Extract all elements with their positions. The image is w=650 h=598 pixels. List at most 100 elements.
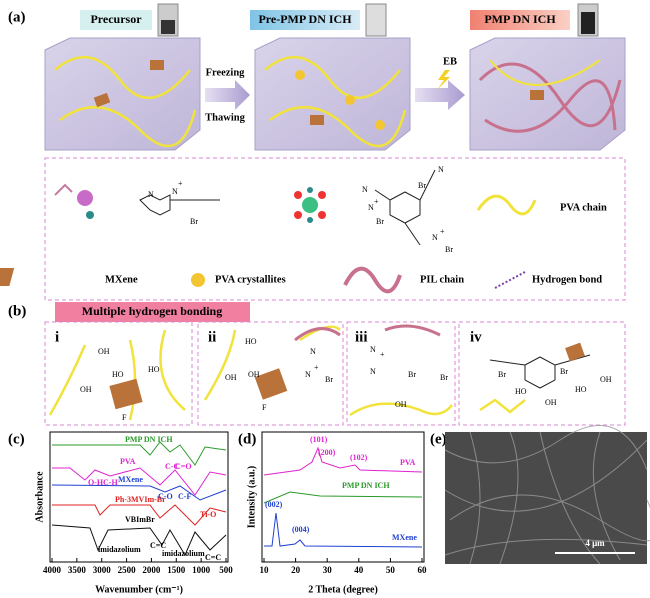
subpanel-label: iv (470, 329, 482, 345)
shape (365, 3, 387, 37)
x-tick-label: 3000 (93, 565, 112, 575)
shape (263, 446, 423, 476)
annotation: C=O (175, 462, 192, 471)
lightning (437, 70, 450, 90)
chem-label: OH (98, 347, 110, 356)
shape (444, 439, 648, 512)
x-tick-label: 30 (323, 565, 333, 575)
panel-label: (a) (8, 9, 26, 25)
state-label: Pre-PMP DN ICH (258, 12, 352, 26)
shape (51, 524, 227, 557)
x-tick-label: 1500 (167, 565, 186, 575)
shape (295, 70, 305, 80)
shape (469, 37, 626, 151)
shape (139, 194, 220, 216)
chem-label: HO (112, 370, 124, 379)
subpanel-label: iii (355, 329, 368, 345)
chem-label: Br (445, 245, 453, 254)
chem-label: HO (148, 365, 160, 374)
series-label: MXene (392, 533, 417, 542)
state-box (470, 10, 570, 30)
peak-label: (002) (265, 500, 283, 509)
chem-label: OH (395, 400, 407, 409)
x-tick-label: 4000 (43, 565, 62, 575)
annotation: C-H (103, 478, 118, 487)
chem-label: OH (545, 398, 557, 407)
chem-label: HO (575, 385, 587, 394)
x-tick-label: 10 (260, 565, 270, 575)
chem-label: N (305, 370, 311, 379)
annotation: C-O (158, 492, 173, 501)
series-label: PVA (120, 457, 136, 466)
shape (349, 402, 453, 417)
shape (44, 321, 193, 426)
shape (264, 512, 423, 548)
state-box (80, 10, 152, 30)
subpanel-label: ii (208, 329, 216, 345)
chem-label: Br (440, 373, 448, 382)
legend-box (44, 157, 626, 301)
shape (307, 187, 313, 193)
shape (565, 342, 585, 362)
chem-label: N (172, 187, 178, 196)
legend-label: Hydrogen bond (532, 274, 602, 285)
shape (499, 431, 519, 565)
fibers (444, 425, 650, 565)
shape (52, 467, 227, 496)
shape (444, 425, 648, 471)
shape (294, 327, 341, 342)
annotation: C-C (165, 462, 179, 471)
legend-label: PIL chain (420, 274, 464, 285)
series-label: VBImBr (125, 515, 155, 524)
legend-label: PVA chain (560, 202, 607, 213)
x-tick-label: 500 (219, 565, 233, 575)
x-axis-label: 2 Theta (degree) (308, 584, 378, 595)
chem-label: + (440, 227, 445, 236)
chem-label: N (370, 367, 376, 376)
shape (375, 120, 385, 130)
scale-label: 4 μm (585, 538, 605, 548)
chem-label: + (374, 197, 379, 206)
shape (52, 441, 227, 466)
x-tick-label: 1000 (192, 565, 211, 575)
arrow (415, 80, 465, 110)
series-label: MXene (118, 475, 143, 484)
x-tick-label: 40 (354, 565, 364, 575)
state-label: Precursor (90, 12, 142, 26)
shape (592, 431, 621, 561)
shape (0, 268, 15, 286)
shape (458, 321, 626, 426)
shape (93, 92, 111, 108)
chem-label: N (438, 165, 444, 174)
annotation: imidazolium (162, 549, 205, 558)
shape (374, 169, 436, 246)
x-tick-label: 60 (418, 565, 428, 575)
peak-label: (004) (292, 525, 310, 534)
chem-label: N (370, 345, 376, 354)
chem-label: HO (245, 337, 257, 346)
shape (489, 59, 601, 86)
chem-label: N (432, 233, 438, 242)
series-label: Ph-3MVIm-Br (115, 495, 166, 504)
chem-label: Br (560, 367, 568, 376)
shape (345, 95, 355, 105)
panel-label: (e) (430, 431, 447, 447)
chem-label: N (368, 203, 374, 212)
chem-label: Br (498, 370, 506, 379)
shape (302, 197, 318, 213)
shape (318, 211, 326, 219)
chem-label: Br (190, 217, 198, 226)
subpanel-label: i (55, 329, 59, 345)
y-axis-label: Intensity (a.u.) (246, 466, 257, 529)
chem-label: Br (325, 375, 333, 384)
shape (263, 491, 423, 504)
shape (161, 20, 175, 34)
chem-label: N (362, 185, 368, 194)
shape (476, 194, 537, 216)
chem-label: Br (418, 181, 426, 190)
annotation: imidazolium (98, 545, 141, 554)
chem-label: HO (515, 387, 527, 396)
peak-label: (102) (350, 453, 368, 462)
shape (54, 183, 73, 196)
